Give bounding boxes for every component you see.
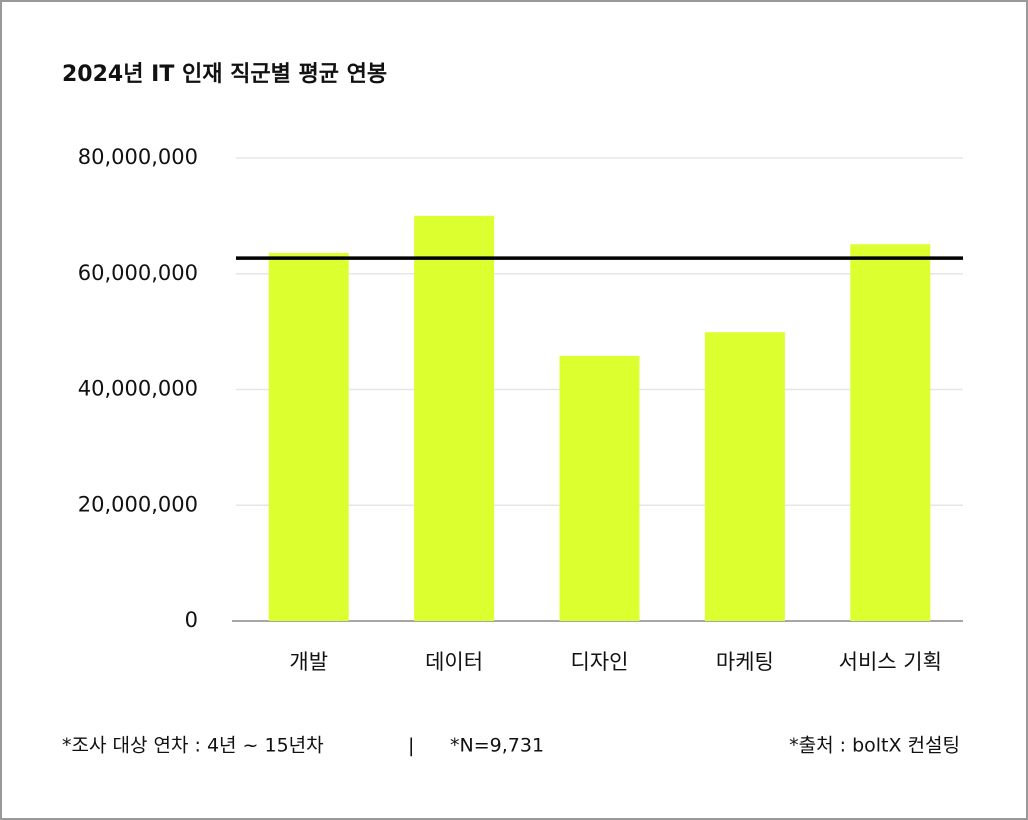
- chart-title: 2024년 IT 인재 직군별 평균 연봉: [62, 62, 387, 87]
- footnote: *출처 : boltX 컨설팅: [789, 735, 960, 757]
- footnote: *조사 대상 연차 : 4년 ~ 15년차: [62, 735, 324, 757]
- y-tick-label: 80,000,000: [78, 145, 198, 169]
- x-tick-label: 개발: [289, 650, 328, 674]
- bar: [268, 252, 349, 622]
- x-tick-label: 데이터: [425, 650, 483, 674]
- footnote-separator: |: [408, 735, 414, 757]
- bar: [850, 244, 931, 621]
- footnote: *N=9,731: [450, 735, 544, 757]
- y-tick-label: 20,000,000: [78, 492, 198, 516]
- y-tick-label: 60,000,000: [78, 261, 198, 285]
- y-tick-label: 40,000,000: [78, 377, 198, 401]
- x-tick-label: 디자인: [571, 650, 629, 674]
- bar: [559, 355, 640, 621]
- bar: [704, 332, 785, 621]
- bar: [414, 215, 495, 621]
- x-tick-label: 마케팅: [716, 650, 774, 674]
- y-tick-label: 0: [185, 608, 198, 632]
- x-tick-label: 서비스 기획: [839, 650, 942, 674]
